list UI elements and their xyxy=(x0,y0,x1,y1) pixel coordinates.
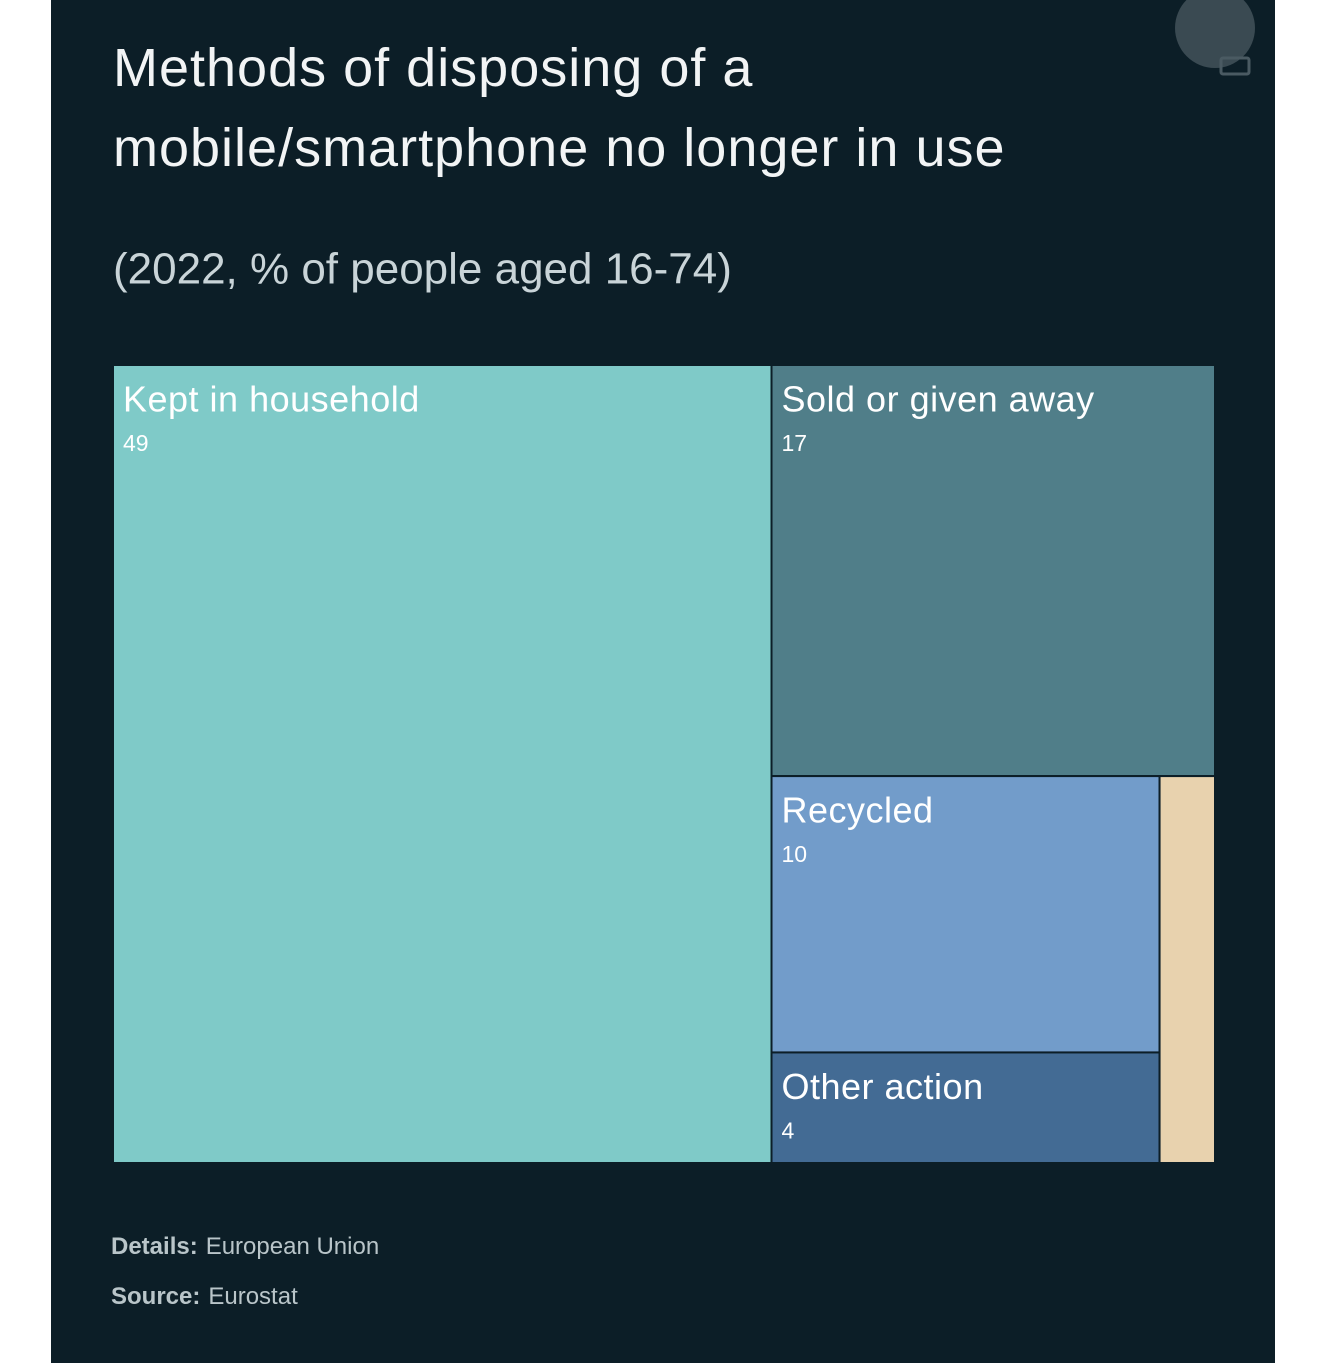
source-value: Eurostat xyxy=(208,1283,298,1310)
treemap-cell xyxy=(770,775,1161,1054)
cell-label: Kept in household xyxy=(123,379,420,420)
avatar xyxy=(1175,0,1255,68)
cell-value: 10 xyxy=(782,841,808,867)
cell-label: Other action xyxy=(782,1066,984,1107)
screen-icon[interactable] xyxy=(1219,56,1251,76)
treemap-cell xyxy=(112,364,773,1164)
treemap: Kept in household 49 Sold or given away 17 R… xyxy=(112,364,1216,1165)
title-line: mobile/smartphone no longer in use xyxy=(113,118,1006,178)
details: Details: European Union xyxy=(111,1233,379,1260)
cell-value: 49 xyxy=(123,430,149,456)
cell-value: 17 xyxy=(782,430,808,456)
chart-subtitle: (2022, % of people aged 16-74) xyxy=(113,245,732,294)
cell-label: Recycled xyxy=(782,790,934,831)
cell-value: 4 xyxy=(782,1118,795,1144)
details-value: European Union xyxy=(206,1233,379,1260)
cell-label: Sold or given away xyxy=(782,379,1095,420)
source: Source: Eurostat xyxy=(111,1283,298,1310)
treemap-cell xyxy=(1158,775,1216,1164)
source-label: Source: xyxy=(111,1283,200,1310)
title-line: Methods of disposing of a xyxy=(113,38,753,98)
treemap-cell xyxy=(770,364,1216,778)
details-label: Details: xyxy=(111,1233,198,1260)
treemap-cell xyxy=(770,1051,1161,1165)
chart-title: Methods of disposing of a mobile/smartpho… xyxy=(113,38,1006,178)
